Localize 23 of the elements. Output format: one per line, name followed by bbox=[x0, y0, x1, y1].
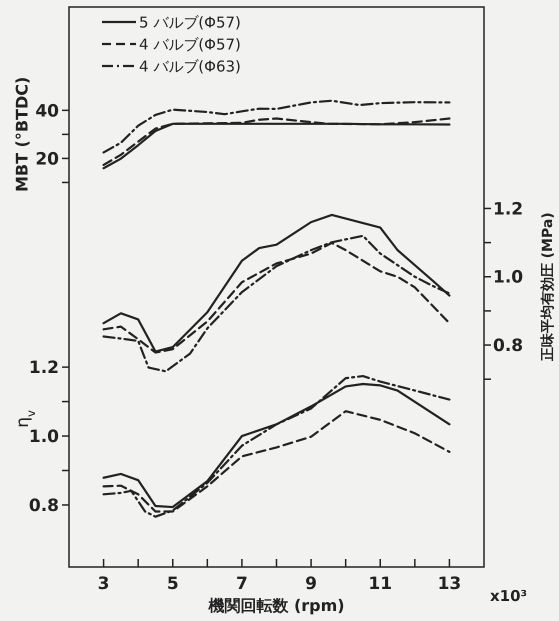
y2-tick-label: 1.2 bbox=[493, 199, 524, 220]
y-tick-label: 40 bbox=[35, 101, 60, 122]
x-tick-label: 11 bbox=[368, 574, 392, 594]
x-axis-title: 機関回転数 (rpm) bbox=[207, 596, 345, 615]
y2-tick-label: 1.0 bbox=[493, 268, 524, 288]
y3-tick-label: 1.2 bbox=[28, 358, 59, 378]
x-tick-label: 7 bbox=[236, 574, 248, 594]
y-axis-title: MBT (°BTDC) bbox=[12, 76, 32, 192]
legend-label: 4 バルブ(Φ63) bbox=[139, 57, 241, 76]
line-series bbox=[102, 117, 451, 166]
x-tick-label: 3 bbox=[98, 574, 110, 594]
legend-label: 5 バルブ(Φ57) bbox=[139, 13, 241, 32]
line-series bbox=[102, 100, 451, 154]
y2-tick-label: 0.8 bbox=[493, 336, 524, 356]
x-tick-label: 13 bbox=[438, 574, 462, 594]
text: x10³ bbox=[490, 587, 528, 605]
y-tick-label: 20 bbox=[35, 149, 60, 170]
x-tick-label: 5 bbox=[166, 574, 179, 594]
y3-tick-label: 1.0 bbox=[28, 426, 60, 447]
legend-label: 4 バルブ(Φ57) bbox=[139, 35, 241, 54]
y2-axis-title: 正味平均有効圧 (MPa) bbox=[540, 212, 556, 362]
y3-tick-label: 0.8 bbox=[28, 496, 59, 516]
x-tick-label: 9 bbox=[305, 574, 318, 594]
